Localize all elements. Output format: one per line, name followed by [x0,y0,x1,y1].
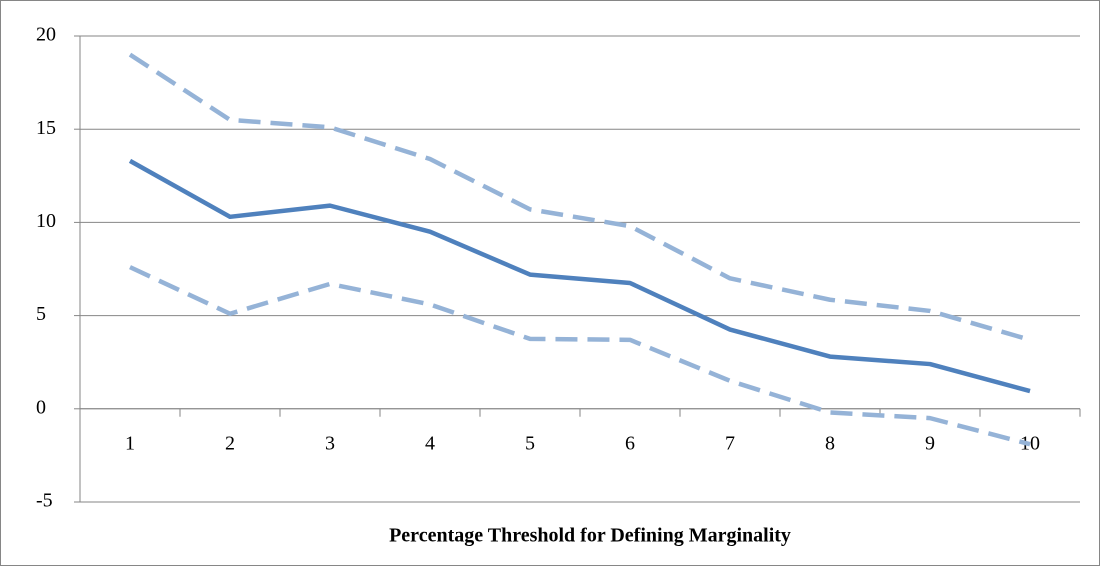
y-tick-label: 5 [36,303,46,325]
x-tick-label: 2 [225,432,235,454]
y-tick-label: 0 [36,396,46,418]
line-series [128,158,1031,394]
x-tick-label: 4 [425,432,435,454]
line-series [129,265,1031,447]
x-axis-title: Percentage Threshold for Defining Margin… [389,525,791,547]
x-tick-label: 1 [125,432,135,454]
y-tick-label: 20 [36,24,56,46]
line-series [128,52,1031,342]
x-tick-label: 5 [525,432,535,454]
x-tick-label: 9 [925,432,935,454]
y-tick-label: -5 [36,490,53,512]
y-tick-label: 10 [36,210,56,232]
x-tick-label: 7 [725,432,735,454]
x-tick-label: 6 [625,432,635,454]
x-tick-label: 8 [825,432,835,454]
x-tick-label: 3 [325,432,335,454]
y-tick-label: 15 [36,117,56,139]
